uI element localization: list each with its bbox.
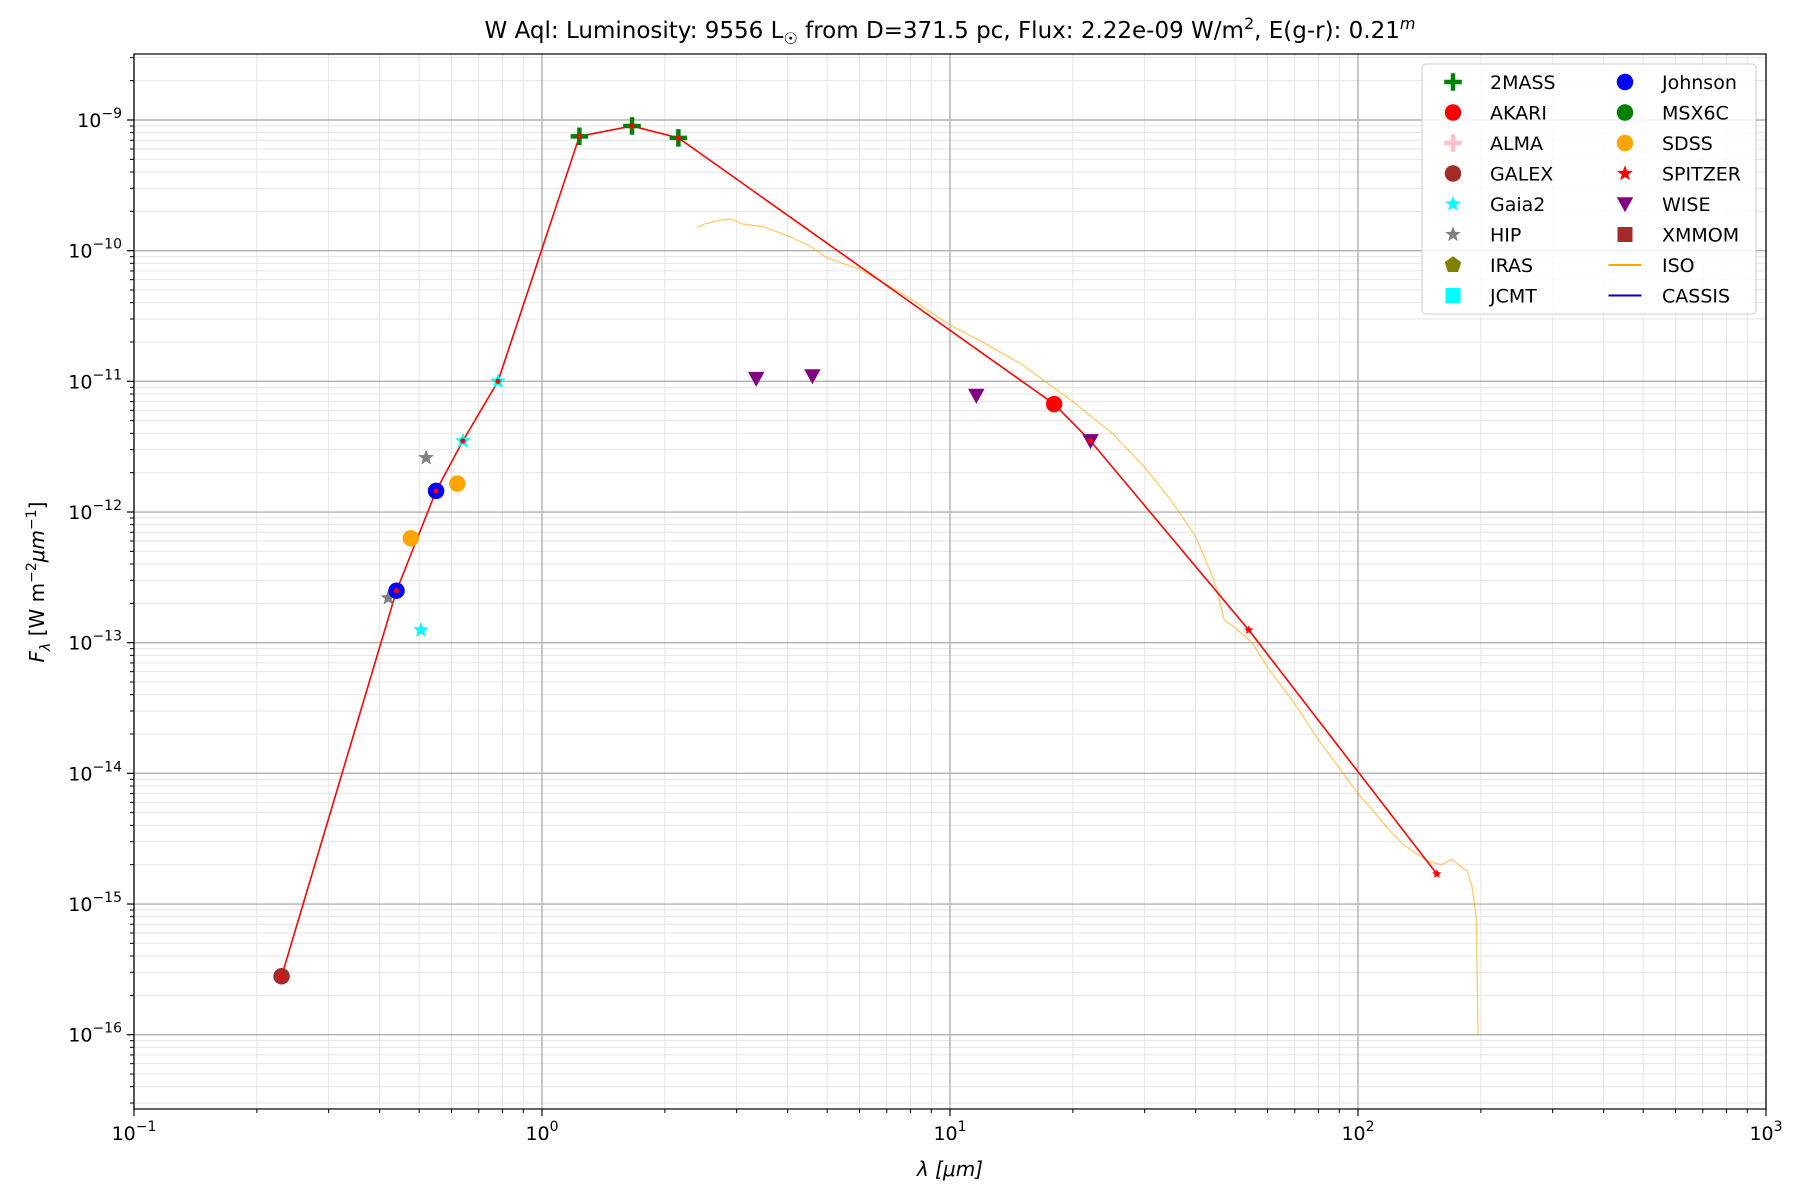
legend-marker-akari: [1444, 104, 1462, 121]
axis-ticks: 10−1 100 101 102 103 10−16 10−15 10−14 10−13 10−1…: [68, 57, 1783, 1145]
legend-marker-sdss: [1616, 134, 1634, 152]
y-tick-label: 10−15: [68, 890, 122, 916]
legend-label-alma: ALMA: [1490, 133, 1543, 155]
sed-vertex-dot: [1051, 401, 1057, 407]
legend-label-sdss: SDSS: [1662, 133, 1713, 155]
sed-vertex-dot: [576, 133, 583, 139]
data-points: [273, 117, 1442, 985]
legend-marker-spitzer: [1617, 165, 1633, 181]
legend-marker-2mass: [1444, 73, 1462, 91]
legend-marker-alma: [1444, 134, 1462, 152]
x-tick-label: 103: [1749, 1119, 1782, 1145]
point-sdss: [402, 529, 420, 547]
y-tick-label: 10−16: [68, 1021, 122, 1047]
y-tick-label: 10−12: [68, 498, 122, 524]
iso-spectrum-line: [696, 218, 1479, 1035]
chart-title: W Aql: Luminosity: 9556 L☉ from D=371.5 …: [485, 14, 1416, 48]
point-hip: [380, 589, 397, 605]
sed-vertex-dot: [675, 135, 681, 141]
legend-marker-xmmom: [1617, 227, 1633, 242]
legend-label-iras: IRAS: [1490, 255, 1533, 277]
legend-marker-hip: [1445, 226, 1461, 242]
x-tick-label: 10−1: [112, 1119, 157, 1145]
legend-label-iso: ISO: [1662, 255, 1695, 277]
legend-label-galex: GALEX: [1490, 164, 1553, 186]
legend-label-spitzer: SPITZER: [1662, 164, 1741, 186]
legend-marker-gaia2: [1445, 195, 1461, 211]
point-wise: [968, 388, 985, 404]
legend-label-2mass: 2MASS: [1490, 72, 1556, 94]
legend-label-msx6c: MSX6C: [1662, 103, 1729, 125]
legend-label-hip: HIP: [1490, 225, 1521, 247]
point-wise: [804, 369, 821, 385]
x-tick-label: 102: [1341, 1119, 1374, 1145]
y-axis-label: Fλ [W m−2μm−1]: [24, 502, 54, 663]
point-gaia2: [413, 621, 429, 637]
sed-polyline: [280, 125, 1438, 977]
sed-vertex-dot: [393, 588, 400, 594]
sed-vertex-dot: [460, 438, 466, 444]
sed-vertex-dot: [1434, 871, 1440, 877]
legend-marker-wise: [1616, 197, 1634, 213]
x-tick-label: 101: [933, 1119, 966, 1145]
sed-vertex-dot: [278, 973, 285, 979]
legend-label-jcmt: JCMT: [1489, 286, 1537, 308]
y-tick-label: 10−13: [68, 629, 122, 655]
sed-line: [280, 125, 1438, 977]
legend-label-wise: WISE: [1662, 194, 1710, 216]
legend-label-cassis: CASSIS: [1662, 286, 1730, 308]
y-tick-label: 10−14: [68, 759, 122, 785]
legend-label-gaia2: Gaia2: [1490, 194, 1545, 216]
x-axis-label: λ [μm]: [916, 1157, 983, 1181]
y-tick-label: 10−11: [68, 367, 122, 393]
legend-label-xmmom: XMMOM: [1662, 225, 1739, 247]
y-tick-label: 10−10: [68, 237, 122, 263]
y-tick-label: 10−9: [77, 106, 122, 132]
sed-vertex-dot: [1087, 438, 1094, 444]
sed-vertex-dot: [433, 488, 439, 494]
legend-box: [1421, 63, 1757, 315]
legend-label-akari: AKARI: [1490, 103, 1547, 125]
iso-spectrum: [696, 218, 1479, 1035]
legend-label-johnson: Johnson: [1661, 72, 1737, 94]
legend-marker-jcmt: [1445, 288, 1461, 303]
x-tick-label: 100: [525, 1119, 558, 1145]
sed-vertex-dot: [629, 123, 635, 129]
legend: 2MASS AKARI ALMA GALEX Gaia2 HIP IRAS JCMT Johns…: [1421, 63, 1757, 315]
sed-vertex-dot: [1246, 627, 1252, 633]
legend-marker-iras: [1444, 256, 1462, 273]
legend-marker-johnson: [1616, 73, 1634, 91]
point-wise: [747, 371, 765, 387]
legend-marker-galex: [1444, 165, 1462, 182]
point-sdss: [449, 475, 466, 492]
sed-vertex-dot: [495, 378, 501, 384]
point-hip: [418, 449, 434, 465]
legend-marker-msx6c: [1616, 104, 1634, 121]
